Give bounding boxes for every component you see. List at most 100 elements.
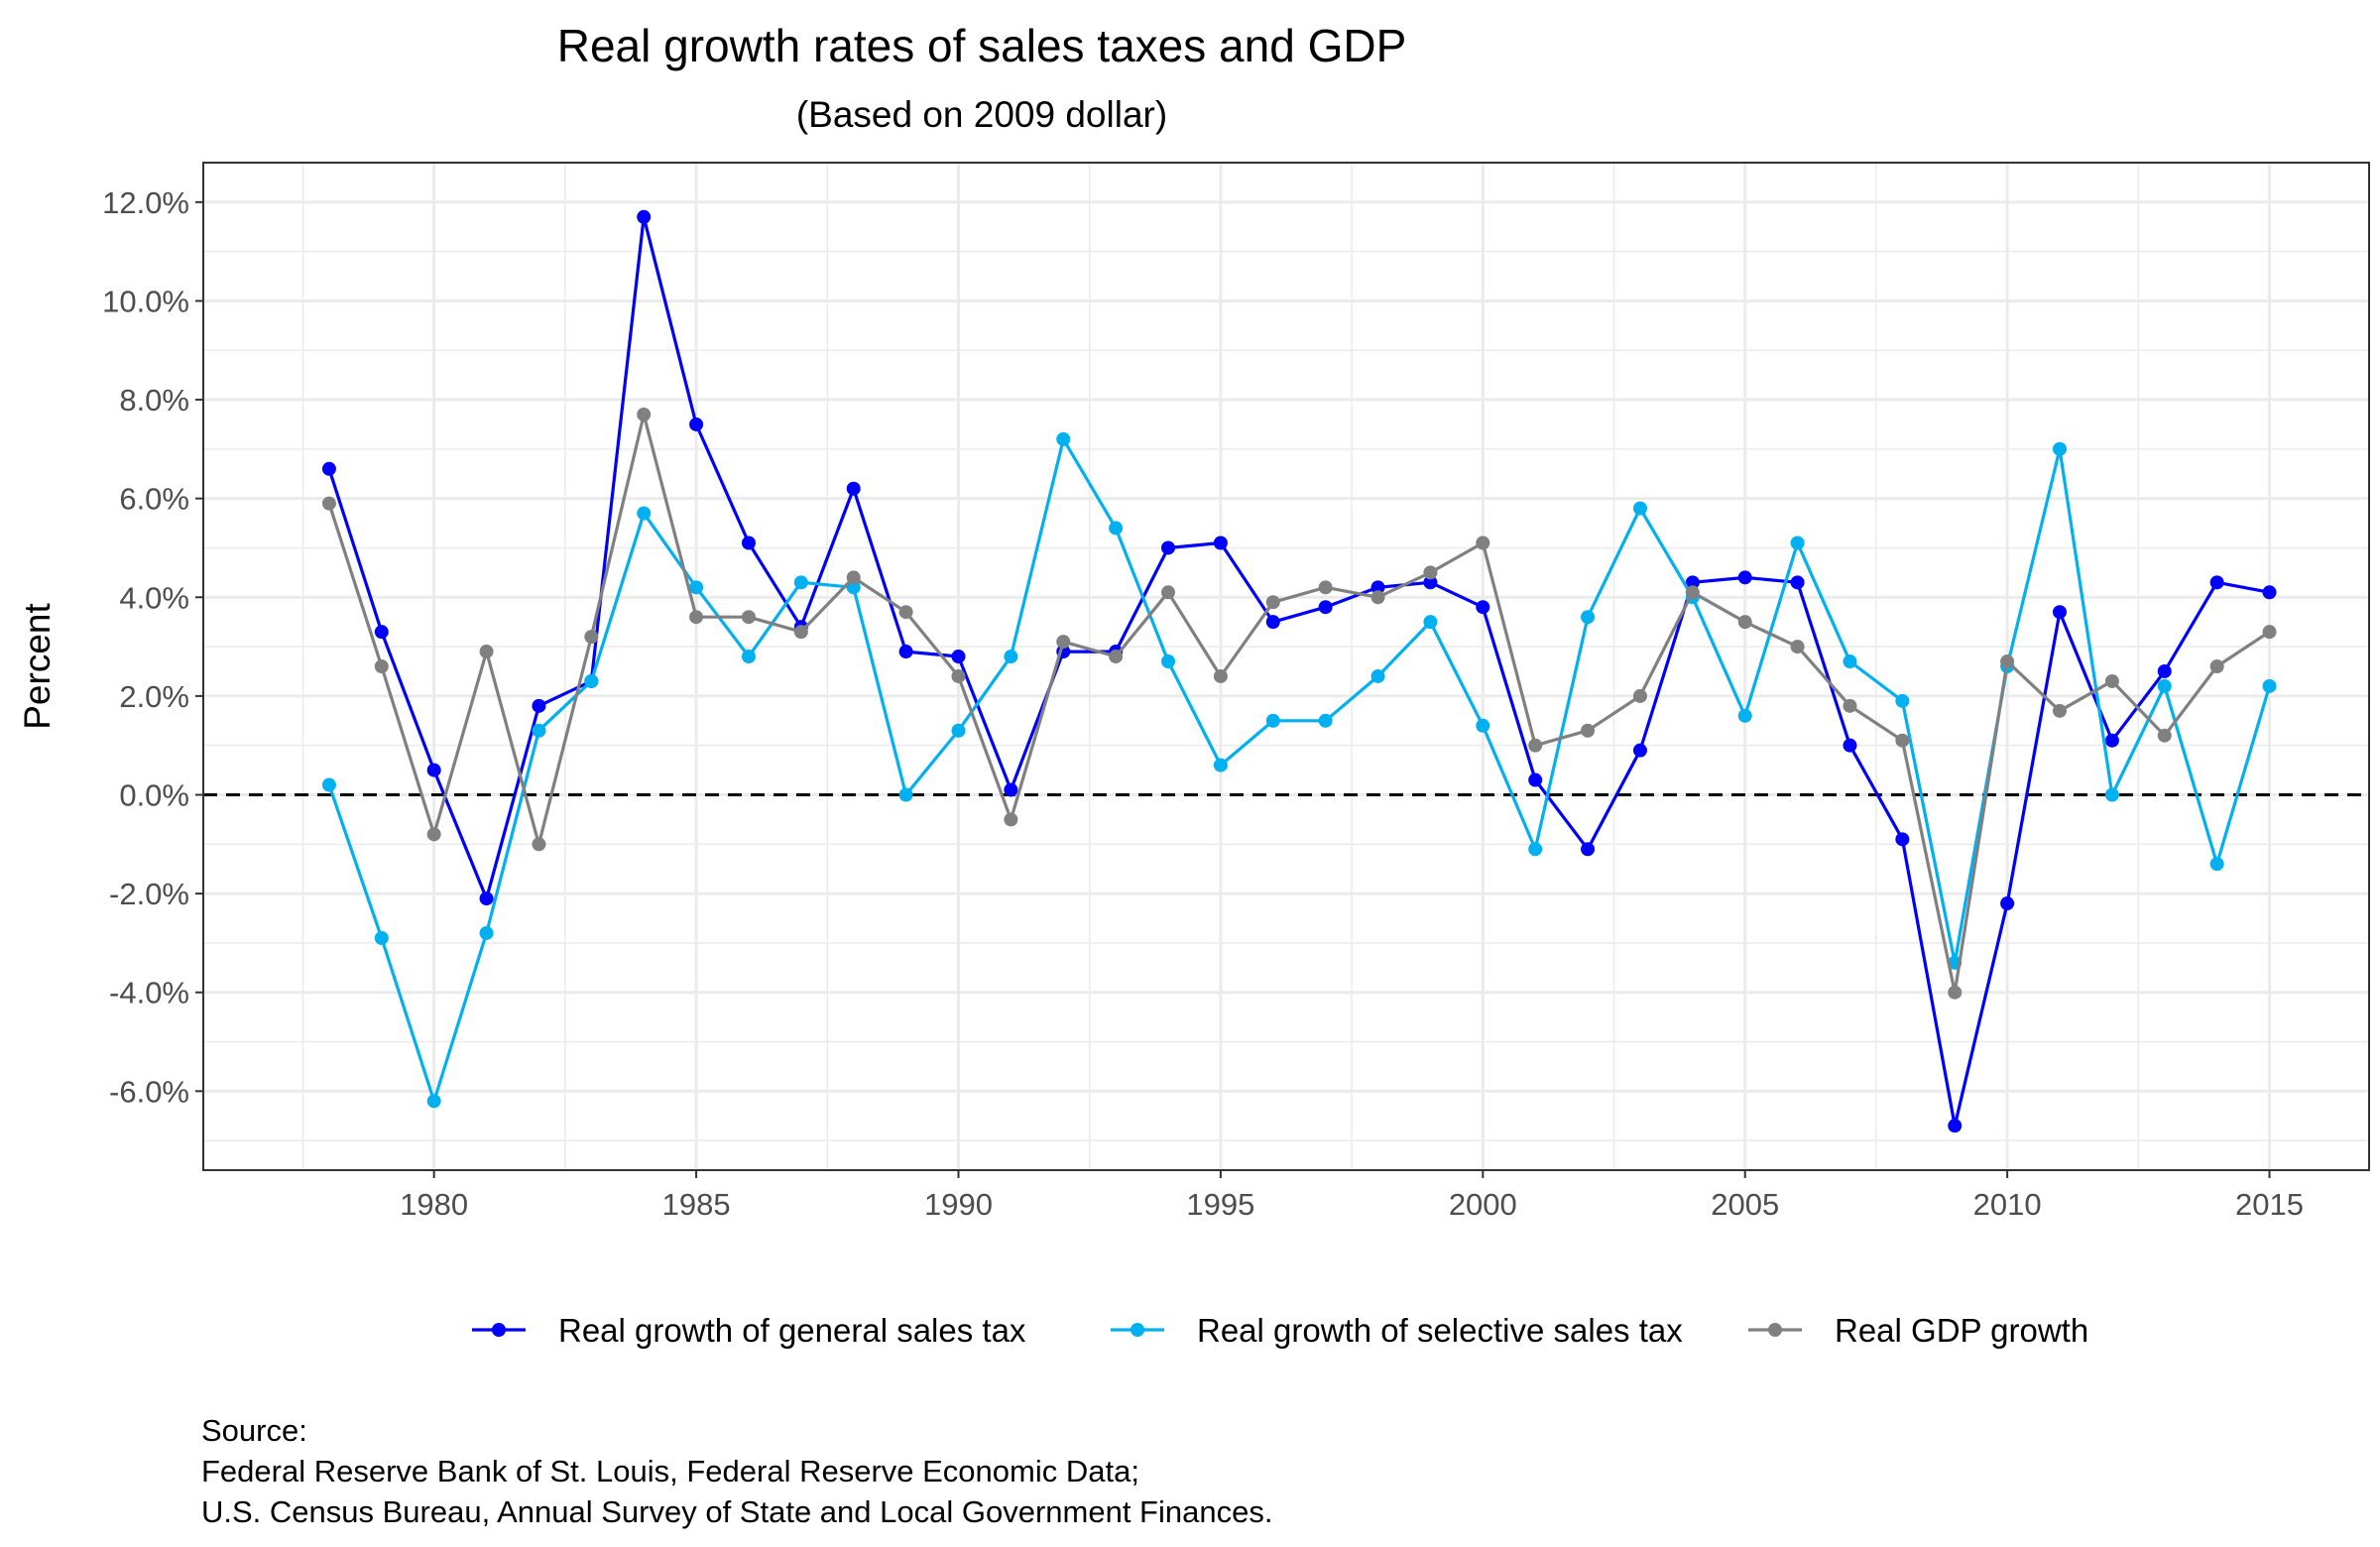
x-tick-label: 1980 <box>400 1187 468 1222</box>
series-2-point <box>741 650 756 664</box>
series-1-point <box>479 892 494 906</box>
series-1-point <box>2209 575 2224 590</box>
series-1-point <box>951 650 966 664</box>
series-2-point <box>1056 431 1071 446</box>
series-line-3 <box>327 413 2271 995</box>
series-2-point <box>793 575 808 590</box>
y-tick-label: 4.0% <box>119 580 189 615</box>
series-1-point <box>846 481 861 496</box>
series-1-point <box>1948 1119 1963 1133</box>
caption-line-1: Source: <box>201 1413 307 1448</box>
series-2-point <box>479 925 494 940</box>
series-3-point <box>951 668 966 683</box>
series-1-point <box>2104 733 2119 748</box>
series-2-point <box>532 723 546 738</box>
series-3-point <box>1423 565 1438 580</box>
series-3-point <box>1685 585 1700 600</box>
legend-key-point <box>1130 1323 1144 1337</box>
legend-label: Real growth of selective sales tax <box>1197 1312 1683 1349</box>
series-3-point <box>1056 635 1071 650</box>
panel-background <box>203 163 2369 1170</box>
x-tick-label: 2015 <box>2235 1187 2304 1222</box>
series-3-point <box>1528 738 1543 753</box>
series-2-point <box>1528 842 1543 857</box>
caption-line-3: U.S. Census Bureau, Annual Survey of Sta… <box>201 1494 1272 1529</box>
series-layer <box>321 209 2277 1133</box>
series-2-point <box>2209 857 2224 872</box>
series-2-point <box>1632 501 1647 516</box>
series-1-point <box>898 645 913 659</box>
series-1-point <box>1213 536 1228 550</box>
series-3-point <box>2209 659 2224 673</box>
y-tick-label: -6.0% <box>109 1074 189 1109</box>
series-3-point <box>1948 985 1963 1000</box>
series-2-point <box>1476 718 1490 733</box>
series-1-point <box>532 698 546 713</box>
series-1-point <box>689 416 704 431</box>
series-1-point <box>1423 575 1438 590</box>
legend-label: Real growth of general sales tax <box>558 1312 1026 1349</box>
series-2-point <box>1318 713 1333 728</box>
series-2-point <box>1370 668 1385 683</box>
series-3-point <box>2104 673 2119 688</box>
series-line-1 <box>327 215 2270 1128</box>
series-line-2 <box>327 437 2272 1103</box>
series-2-point <box>374 930 389 945</box>
series-1-point <box>1685 575 1700 590</box>
series-3-point <box>2157 728 2172 743</box>
series-3-point <box>479 645 494 659</box>
x-tick-label: 2010 <box>1973 1187 2042 1222</box>
series-3-point <box>1109 650 1124 664</box>
series-2-point <box>321 777 336 792</box>
legend-key-point <box>492 1323 506 1337</box>
legend: Real growth of general sales tax Real gro… <box>472 1312 2088 1349</box>
series-1-point <box>374 625 389 640</box>
series-2-point <box>637 506 652 521</box>
x-tick-label: 2005 <box>1711 1187 1779 1222</box>
x-axis-ticks: 1980 1985 1990 1995 2000 2005 2010 2015 <box>400 1170 2304 1222</box>
series-2-point <box>1213 758 1228 773</box>
series-1-point <box>1318 600 1333 615</box>
series-1-point <box>1895 832 1910 847</box>
series-2-point <box>2053 441 2067 456</box>
series-3-point <box>1213 668 1228 683</box>
series-3-point <box>374 659 389 673</box>
series-1-point <box>1632 743 1647 758</box>
chart-subtitle: (Based on 2009 dollar) <box>796 94 1167 135</box>
legend-key-point <box>1768 1323 1782 1337</box>
series-1-point <box>1370 580 1385 595</box>
y-tick-label: 6.0% <box>119 482 189 517</box>
y-tick-label: 12.0% <box>102 185 189 220</box>
series-1-point <box>741 536 756 550</box>
series-2-point <box>426 1094 441 1109</box>
chart-title: Real growth rates of sales taxes and GDP <box>557 20 1407 71</box>
series-2-point <box>2262 678 2277 693</box>
source-caption: Source: Federal Reserve Bank of St. Loui… <box>201 1413 1272 1529</box>
series-3-point <box>1895 733 1910 748</box>
series-2-point <box>1109 521 1124 536</box>
series-1-point <box>321 461 336 476</box>
y-tick-label: 2.0% <box>119 679 189 714</box>
series-3-point <box>1370 590 1385 605</box>
series-2-point <box>1423 615 1438 630</box>
series-2-point <box>1004 650 1018 664</box>
caption-line-2: Federal Reserve Bank of St. Louis, Feder… <box>201 1454 1139 1488</box>
panel-border <box>202 162 2370 1171</box>
series-2-point <box>2157 678 2172 693</box>
series-3-point <box>321 496 336 511</box>
series-3-point <box>1843 698 1857 713</box>
series-3-point <box>2262 625 2277 640</box>
series-3-point <box>898 605 913 620</box>
y-tick-label: 10.0% <box>102 284 189 318</box>
series-2-point <box>1843 654 1857 669</box>
plot-panel <box>202 162 2370 1171</box>
series-1-point <box>1843 738 1857 753</box>
series-1-point <box>1581 842 1596 857</box>
series-3-point <box>846 570 861 585</box>
series-2-point <box>1737 708 1752 723</box>
y-tick-label: -4.0% <box>109 976 189 1011</box>
series-2-point <box>951 723 966 738</box>
legend-label: Real GDP growth <box>1835 1312 2088 1349</box>
series-2-point <box>846 580 861 595</box>
